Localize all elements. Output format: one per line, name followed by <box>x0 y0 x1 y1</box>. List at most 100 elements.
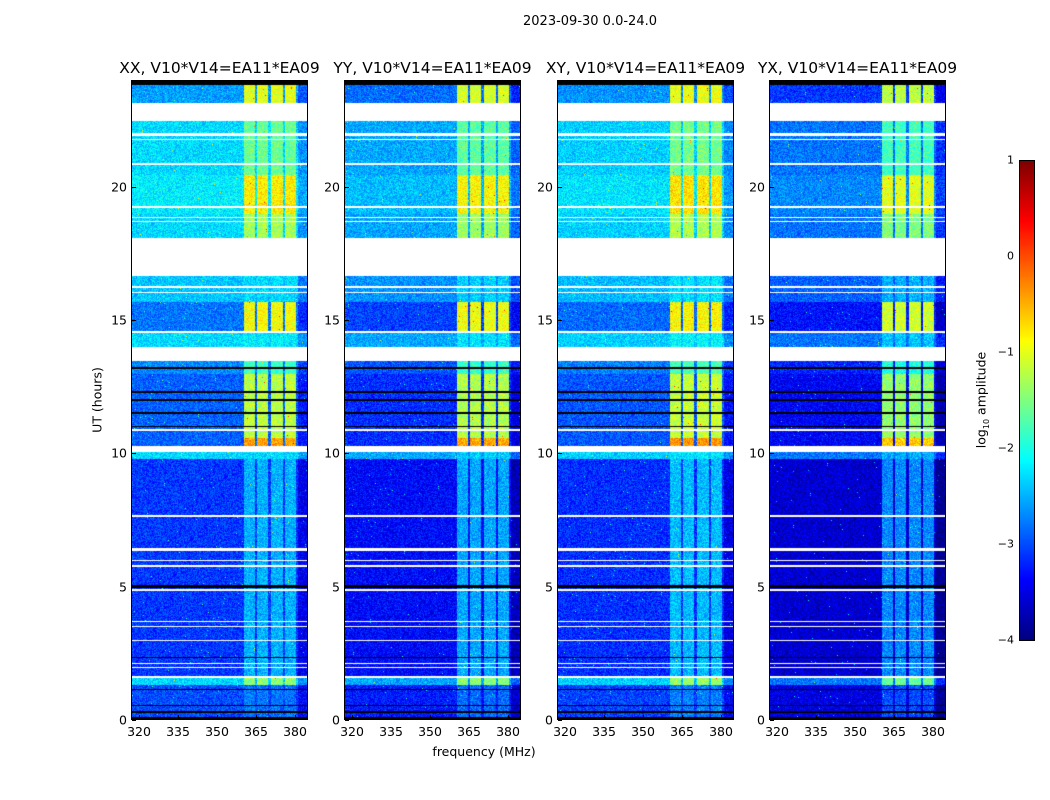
x-tick-mark <box>643 715 645 719</box>
y-tick-label: 0 <box>757 712 765 728</box>
y-tick-mark <box>345 720 349 721</box>
y-tick-mark <box>345 586 349 588</box>
x-tick-mark <box>933 715 935 719</box>
x-axis-label: frequency (MHz) <box>432 744 536 759</box>
x-tick-mark <box>430 715 432 719</box>
colorbar-label-prefix: log <box>973 429 989 449</box>
y-tick-mark <box>558 586 562 588</box>
y-tick-label: 0 <box>332 712 340 728</box>
y-tick-label: 20 <box>749 179 765 195</box>
heatmap-image <box>558 81 733 719</box>
x-tick-label: 335 <box>379 724 403 739</box>
x-tick-mark <box>139 715 141 719</box>
y-tick-mark <box>132 186 136 188</box>
x-tick-mark <box>469 715 471 719</box>
x-tick-mark <box>682 715 684 719</box>
x-tick-label: 365 <box>670 724 694 739</box>
x-tick-mark <box>178 715 180 719</box>
x-tick-mark <box>217 715 219 719</box>
heatmap-image <box>345 81 520 719</box>
y-tick-label: 15 <box>324 312 340 328</box>
y-axis-label: UT (hours) <box>89 367 105 433</box>
y-tick-label: 20 <box>537 179 553 195</box>
panel-title: XX, V10*V14=EA11*EA09 <box>119 59 320 77</box>
x-tick-label: 350 <box>418 724 442 739</box>
panel-title: YX, V10*V14=EA11*EA09 <box>757 59 958 77</box>
x-tick-mark <box>816 715 818 719</box>
colorbar-tick-label: −2 <box>997 441 1014 455</box>
y-tick-mark <box>770 320 774 321</box>
x-tick-mark <box>604 715 606 719</box>
colorbar-tick-label: −3 <box>997 537 1014 551</box>
x-tick-mark <box>777 715 779 719</box>
y-tick-mark <box>558 186 562 188</box>
y-tick-label: 0 <box>119 712 127 728</box>
x-tick-mark <box>721 715 723 719</box>
x-tick-label: 380 <box>921 724 945 739</box>
x-tick-mark <box>855 715 857 719</box>
y-tick-label: 10 <box>324 445 340 461</box>
y-tick-label: 5 <box>119 579 127 595</box>
colorbar-label-sub: 10 <box>981 418 991 430</box>
y-tick-mark <box>345 320 349 321</box>
x-tick-label: 365 <box>882 724 906 739</box>
y-tick-mark <box>345 186 349 188</box>
x-tick-label: 350 <box>843 724 867 739</box>
panel-title: XY, V10*V14=EA11*EA09 <box>545 59 746 77</box>
y-tick-label: 10 <box>111 445 127 461</box>
y-tick-label: 5 <box>757 579 765 595</box>
x-tick-label: 380 <box>709 724 733 739</box>
x-tick-label: 380 <box>283 724 307 739</box>
waterfall-panel-xy <box>557 80 734 720</box>
x-tick-label: 350 <box>205 724 229 739</box>
x-tick-label: 320 <box>127 724 151 739</box>
waterfall-panel-xx <box>131 80 308 720</box>
x-tick-label: 350 <box>631 724 655 739</box>
colorbar-tick-label: −1 <box>997 345 1014 359</box>
y-tick-mark <box>132 586 136 588</box>
y-tick-label: 15 <box>537 312 553 328</box>
x-tick-label: 335 <box>166 724 190 739</box>
colorbar-tick-label: −4 <box>997 633 1014 647</box>
y-tick-mark <box>132 453 136 455</box>
x-tick-label: 380 <box>496 724 520 739</box>
y-tick-label: 20 <box>324 179 340 195</box>
x-tick-mark <box>508 715 510 719</box>
y-tick-label: 15 <box>111 312 127 328</box>
x-tick-mark <box>894 715 896 719</box>
colorbar-tick-label: 1 <box>1007 153 1014 167</box>
y-tick-label: 5 <box>332 579 340 595</box>
y-tick-mark <box>132 720 136 721</box>
y-tick-mark <box>770 453 774 455</box>
colorbar-tick-label: 0 <box>1007 249 1014 263</box>
x-tick-mark <box>352 715 354 719</box>
x-tick-mark <box>565 715 567 719</box>
waterfall-panel-yx <box>769 80 946 720</box>
heatmap-image <box>770 81 945 719</box>
y-tick-label: 20 <box>111 179 127 195</box>
x-tick-label: 335 <box>592 724 616 739</box>
x-tick-mark <box>256 715 258 719</box>
colorbar-label-suffix: amplitude <box>973 351 989 419</box>
colorbar-label: log10 amplitude <box>973 352 991 448</box>
x-tick-label: 365 <box>244 724 268 739</box>
y-tick-mark <box>345 453 349 455</box>
y-tick-mark <box>770 720 774 721</box>
y-tick-mark <box>132 320 136 321</box>
y-tick-mark <box>558 720 562 721</box>
y-tick-label: 0 <box>545 712 553 728</box>
y-tick-mark <box>558 453 562 455</box>
y-tick-label: 5 <box>545 579 553 595</box>
y-tick-mark <box>770 186 774 188</box>
x-tick-label: 320 <box>765 724 789 739</box>
y-tick-mark <box>558 320 562 321</box>
heatmap-image <box>132 81 307 719</box>
x-tick-mark <box>295 715 297 719</box>
x-tick-label: 365 <box>457 724 481 739</box>
x-tick-label: 320 <box>553 724 577 739</box>
x-tick-mark <box>391 715 393 719</box>
waterfall-panel-yy <box>344 80 521 720</box>
x-tick-label: 335 <box>804 724 828 739</box>
colorbar <box>1019 160 1035 641</box>
y-tick-mark <box>770 586 774 588</box>
